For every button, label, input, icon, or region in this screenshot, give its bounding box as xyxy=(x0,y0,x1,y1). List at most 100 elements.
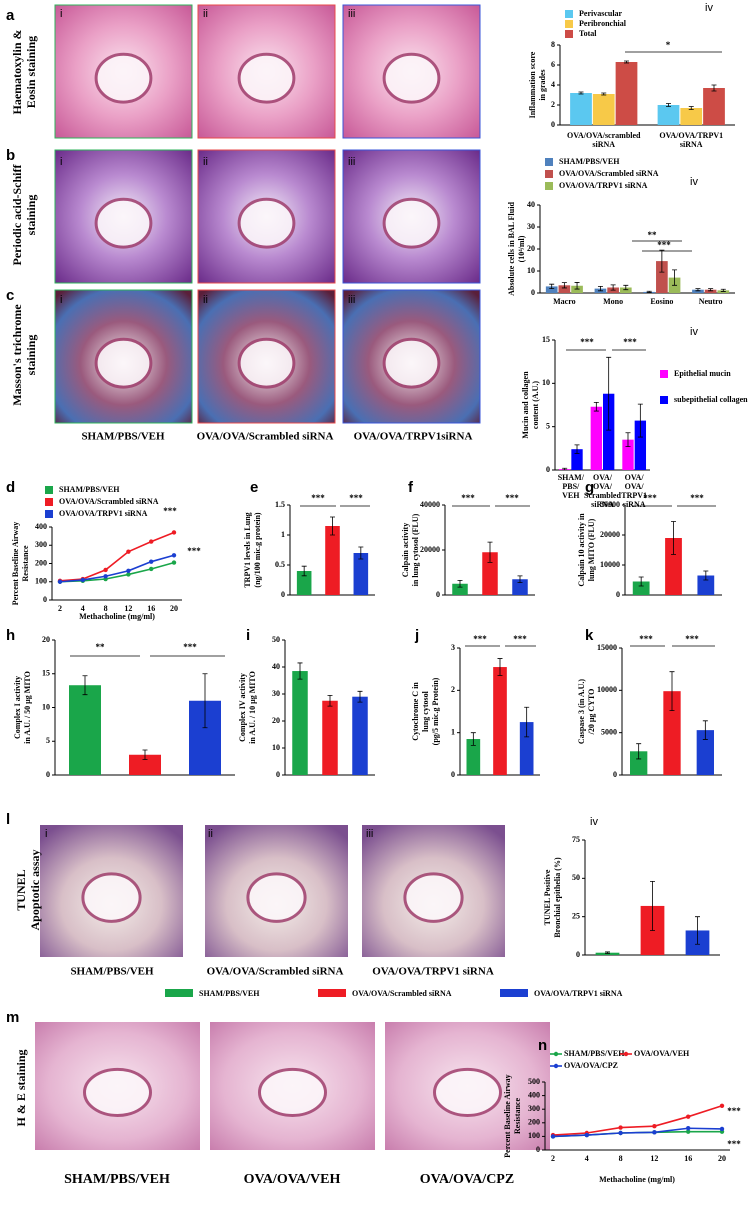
bar xyxy=(590,406,602,470)
y-axis-label: Mucin and collagen xyxy=(521,371,530,439)
annotation: *** xyxy=(187,546,201,556)
legend-label: Total xyxy=(579,29,597,38)
legend-swatch xyxy=(45,510,53,518)
error-bar xyxy=(703,570,709,581)
y-axis-label: Absolute cells in BAL Fluid xyxy=(507,202,516,296)
sub-label: iii xyxy=(348,294,355,306)
y-tick-label: 0 xyxy=(531,288,535,297)
sub-label: iv xyxy=(705,2,713,14)
y-tick-label: 300 xyxy=(528,1104,540,1113)
micrograph-lumen xyxy=(81,872,142,923)
x-tick-label: 2 xyxy=(58,604,62,613)
y-axis-label: (pg/5 mic.g Protein) xyxy=(431,677,440,745)
bar xyxy=(615,62,638,125)
error-bar xyxy=(646,290,652,293)
y-tick-label: 0.5 xyxy=(275,560,285,569)
micrograph-lumen xyxy=(382,197,441,249)
legend-label: SHAM/PBS/VEH xyxy=(559,157,620,166)
point xyxy=(686,1129,691,1134)
bar xyxy=(603,393,615,470)
legend-marker xyxy=(553,1063,559,1069)
legend-swatch xyxy=(165,989,193,997)
annotation: *** xyxy=(657,240,671,250)
point xyxy=(550,1134,556,1139)
error-bar xyxy=(457,579,463,588)
y-axis-label: content (A.U.) xyxy=(531,381,540,430)
bar xyxy=(353,553,369,595)
bar xyxy=(570,93,592,125)
annotation: *** xyxy=(311,493,325,503)
bar xyxy=(657,105,680,125)
legend-swatch xyxy=(545,182,553,190)
bar xyxy=(519,722,534,775)
row-label: staining xyxy=(24,335,38,376)
legend-label: subepithelial collagen xyxy=(674,395,748,404)
legend-swatch xyxy=(660,370,668,378)
error-bar xyxy=(549,283,555,289)
sub-label: ii xyxy=(203,156,208,168)
error-bar xyxy=(666,103,671,107)
y-tick-label: 10 xyxy=(527,266,535,275)
y-axis-label: Percent Baseline Airway xyxy=(11,522,20,605)
y-tick-label: 0 xyxy=(616,590,620,599)
panel-label: g xyxy=(585,479,594,496)
point xyxy=(618,1125,623,1130)
panel-label: e xyxy=(250,479,258,496)
error-bar xyxy=(574,282,580,290)
bar xyxy=(482,552,498,595)
y-tick-label: 0 xyxy=(536,1145,540,1154)
panel-label: c xyxy=(6,287,14,304)
error-bar xyxy=(82,675,88,696)
micrograph-lumen xyxy=(403,872,464,923)
x-tick-label: OVA/ xyxy=(625,482,645,491)
y-axis-label: Bronchial epithelia (%) xyxy=(553,857,562,938)
x-tick-label: PBS/ xyxy=(562,482,580,491)
line xyxy=(552,1127,723,1138)
point xyxy=(171,560,177,565)
error-bar xyxy=(720,288,726,292)
panel-label: m xyxy=(6,1009,19,1026)
legend-label: OVA/OVA/TRPV1 siRNA xyxy=(534,989,623,998)
bar xyxy=(592,94,615,125)
x-tick-label: 8 xyxy=(619,1154,623,1163)
x-tick-label: OVA/ xyxy=(593,473,613,482)
bar xyxy=(466,739,481,775)
legend-label: SHAM/PBS/VEH xyxy=(59,485,120,494)
annotation: *** xyxy=(163,506,177,516)
error-bar xyxy=(574,444,580,454)
image-caption: OVA/OVA/TRPV1 siRNA xyxy=(372,966,494,978)
panel-label: h xyxy=(6,627,15,644)
point xyxy=(80,577,86,583)
legend-label: OVA/OVA/VEH xyxy=(634,1049,690,1058)
error-bar xyxy=(142,749,148,760)
x-tick-label: 16 xyxy=(147,604,155,613)
sub-label: iv xyxy=(690,176,698,188)
legend-swatch xyxy=(565,30,573,38)
sub-label: ii xyxy=(203,8,208,20)
bar xyxy=(325,526,340,595)
sub-label: iii xyxy=(366,828,373,840)
point xyxy=(652,1130,657,1135)
y-tick-label: 4 xyxy=(551,80,555,89)
y-axis-label: TUNEL Positive xyxy=(543,869,552,925)
image-caption: SHAM/PBS/VEH xyxy=(81,431,165,443)
y-tick-label: 10000 xyxy=(600,560,620,569)
point xyxy=(686,1114,691,1119)
y-tick-label: 10000 xyxy=(597,685,617,694)
image-caption: OVA/OVA/Scrambled siRNA xyxy=(197,431,334,443)
legend-swatch xyxy=(500,989,528,997)
annotation: *** xyxy=(580,337,594,347)
panel-label: l xyxy=(6,811,10,828)
y-tick-label: 200 xyxy=(35,558,47,567)
error-bar xyxy=(669,671,675,712)
y-tick-label: 20 xyxy=(527,244,535,253)
y-axis-label: lung cytosol xyxy=(421,690,430,731)
error-bar xyxy=(497,658,503,676)
y-tick-label: 0 xyxy=(546,465,550,474)
point xyxy=(103,574,108,579)
annotation: *** xyxy=(643,493,657,503)
bar xyxy=(292,671,308,775)
x-tick-label: 4 xyxy=(585,1154,589,1163)
error-bar xyxy=(330,516,335,536)
x-tick-label: Scrambled xyxy=(584,491,621,500)
